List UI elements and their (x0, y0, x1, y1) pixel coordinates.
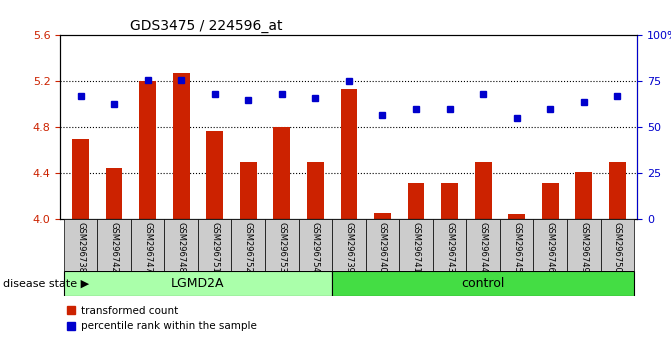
Bar (374, 212, 391, 219)
Bar (609, 162, 625, 219)
FancyBboxPatch shape (567, 219, 601, 271)
Text: GSM296749: GSM296749 (579, 222, 588, 273)
Text: GSM296748: GSM296748 (176, 222, 186, 273)
Text: GSM296742: GSM296742 (109, 222, 119, 273)
Bar (273, 127, 290, 219)
Bar (541, 183, 558, 219)
Text: GSM296750: GSM296750 (613, 222, 622, 273)
Bar (340, 90, 357, 219)
Text: GSM296746: GSM296746 (546, 222, 555, 273)
Bar (140, 81, 156, 219)
FancyBboxPatch shape (231, 219, 265, 271)
Text: LGMD2A: LGMD2A (171, 277, 225, 290)
FancyBboxPatch shape (64, 271, 332, 296)
FancyBboxPatch shape (164, 219, 198, 271)
FancyBboxPatch shape (399, 219, 433, 271)
Bar (72, 139, 89, 219)
Text: GSM296752: GSM296752 (244, 222, 253, 273)
Bar (441, 183, 458, 219)
Text: GSM296747: GSM296747 (143, 222, 152, 273)
Bar (307, 162, 323, 219)
Text: GSM296753: GSM296753 (277, 222, 287, 273)
FancyBboxPatch shape (265, 219, 299, 271)
Text: control: control (462, 277, 505, 290)
Bar (206, 131, 223, 219)
Bar (575, 172, 592, 219)
Text: GSM296741: GSM296741 (411, 222, 421, 273)
FancyBboxPatch shape (601, 219, 634, 271)
Bar (172, 73, 189, 219)
Text: GSM296740: GSM296740 (378, 222, 387, 273)
FancyBboxPatch shape (97, 219, 131, 271)
Text: GSM296745: GSM296745 (512, 222, 521, 273)
Text: GSM296744: GSM296744 (478, 222, 488, 273)
FancyBboxPatch shape (366, 219, 399, 271)
FancyBboxPatch shape (299, 219, 332, 271)
Text: GSM296751: GSM296751 (210, 222, 219, 273)
Bar (105, 168, 122, 219)
FancyBboxPatch shape (332, 219, 366, 271)
FancyBboxPatch shape (64, 219, 97, 271)
Text: GSM296739: GSM296739 (344, 222, 354, 273)
Legend: transformed count, percentile rank within the sample: transformed count, percentile rank withi… (66, 306, 257, 331)
FancyBboxPatch shape (500, 219, 533, 271)
Text: GSM296738: GSM296738 (76, 222, 85, 273)
Text: disease state ▶: disease state ▶ (3, 278, 89, 288)
FancyBboxPatch shape (433, 219, 466, 271)
FancyBboxPatch shape (131, 219, 164, 271)
FancyBboxPatch shape (466, 219, 500, 271)
Bar (474, 162, 491, 219)
FancyBboxPatch shape (332, 271, 634, 296)
Text: GDS3475 / 224596_at: GDS3475 / 224596_at (130, 19, 282, 33)
FancyBboxPatch shape (533, 219, 567, 271)
Text: GSM296754: GSM296754 (311, 222, 320, 273)
FancyBboxPatch shape (198, 219, 231, 271)
Text: GSM296743: GSM296743 (445, 222, 454, 273)
Bar (508, 214, 525, 219)
Bar (240, 162, 256, 219)
Bar (407, 183, 424, 219)
